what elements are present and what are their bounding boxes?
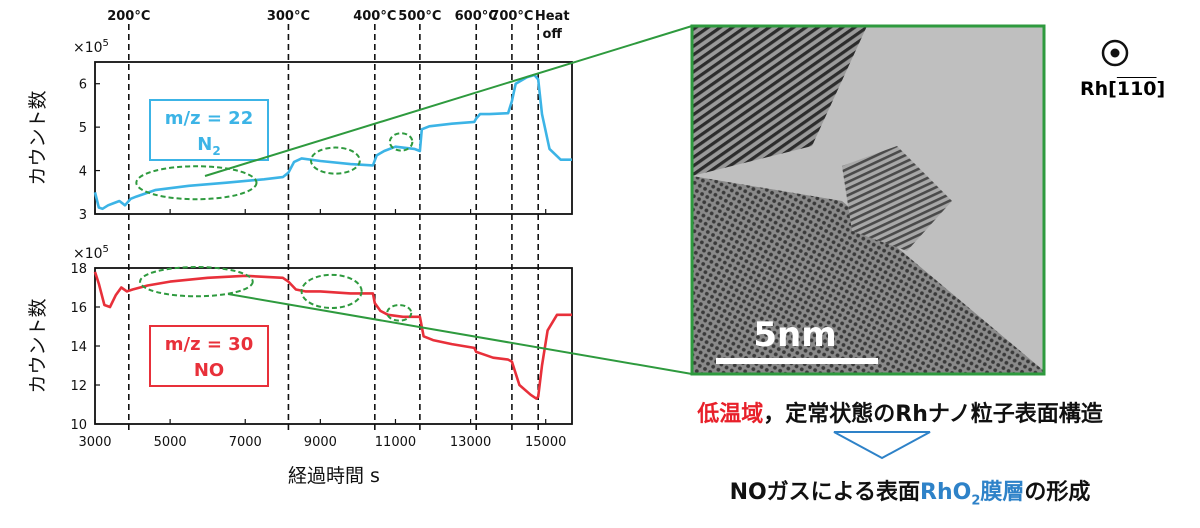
zone-axis-prefix: Rh — [1080, 78, 1109, 100]
highlight-oval — [386, 304, 413, 322]
temperature-marker-label: 600°C — [455, 9, 498, 24]
y-multiplier: ×105 — [73, 38, 109, 56]
legend-species: N2 — [197, 134, 220, 158]
highlight-oval — [300, 273, 363, 309]
legend-species: NO — [194, 360, 224, 381]
x-tick-label: 15000 — [525, 435, 566, 450]
caption-line-1-rest: ，定常状態のRhナノ粒子表面構造 — [763, 402, 1103, 427]
x-tick-label: 5000 — [154, 435, 187, 450]
upper-grain-lattice — [692, 26, 867, 176]
y-tick-label: 16 — [70, 301, 87, 316]
surface-oxide-lattice — [842, 146, 952, 251]
caption-highlight-blue: RhO2膜層 — [920, 480, 1025, 509]
series-line — [93, 73, 572, 211]
y-tick-label: 5 — [79, 121, 87, 136]
y-tick-label: 3 — [79, 208, 87, 223]
y-tick-label: 12 — [70, 379, 87, 394]
temperature-marker-label: 200°C — [107, 9, 150, 24]
nanoparticle-lattice — [692, 176, 1044, 374]
scale-bar — [716, 358, 878, 364]
legend-box — [149, 325, 269, 387]
y-tick-label: 6 — [79, 78, 87, 93]
caption-line-2-pre: NOガスによる表面 — [729, 480, 921, 505]
plot-frame — [94, 61, 573, 215]
caption-line-2-post: の形成 — [1024, 480, 1091, 505]
highlight-oval — [135, 165, 258, 201]
legend-label: m/z = 22 — [165, 108, 253, 129]
temperature-marker-label: 500°C — [398, 9, 441, 24]
y-tick-label: 14 — [70, 340, 87, 355]
highlight-oval — [388, 132, 414, 152]
x-tick-label: 9000 — [304, 435, 337, 450]
y-multiplier: ×105 — [73, 244, 109, 262]
y-axis-label: カウント数 — [27, 90, 49, 185]
x-tick-label: 7000 — [229, 435, 262, 450]
y-tick-label: 10 — [70, 418, 87, 433]
highlight-oval — [139, 266, 254, 298]
temperature-marker-label: 700°C — [490, 9, 533, 24]
scale-bar-label: 5nm — [753, 315, 836, 355]
chart-panel-1: 3 4 5 6 ×105 カウント数 m/z = 22 N2 — [27, 38, 573, 223]
temperature-marker-label: 400°C — [353, 9, 396, 24]
zone-axis-symbol-dot — [1110, 48, 1120, 58]
down-arrow-triangle — [833, 431, 931, 460]
series-line — [93, 271, 572, 400]
x-tick-label: 3000 — [78, 435, 111, 450]
x-tick-label: 13000 — [450, 435, 491, 450]
temperature-marker-label: 300°C — [267, 9, 310, 24]
y-tick-label: 18 — [70, 262, 87, 277]
temperature-marker-label: Heat off — [535, 9, 570, 42]
caption-line-2: NOガスによる表面RhO2膜層の形成 — [600, 474, 1200, 508]
caption-line-1: 低温域，定常状態のRhナノ粒子表面構造 — [600, 396, 1200, 428]
y-axis-label: カウント数 — [27, 298, 49, 393]
connector-line-bottom — [227, 293, 693, 375]
legend-label: m/z = 30 — [165, 334, 253, 355]
caption-highlight-red: 低温域 — [697, 402, 764, 427]
chart-panel-2: 10 12 14 16 18×105 カウント数 m/z = 30 NO — [27, 244, 573, 433]
y-tick-label: 4 — [79, 165, 87, 180]
zone-axis-label: Rh[110] — [1080, 78, 1165, 100]
legend-box — [149, 99, 269, 161]
highlight-oval — [309, 146, 361, 175]
micrograph-frame — [690, 24, 1046, 376]
zone-axis-index: [110] — [1108, 78, 1166, 100]
x-tick-label: 11000 — [375, 435, 416, 450]
connector-line-top — [204, 25, 693, 177]
tem-micrograph — [692, 26, 1044, 374]
zone-axis-symbol-ring — [1101, 39, 1129, 67]
x-axis-label: 経過時間 s — [288, 465, 380, 487]
